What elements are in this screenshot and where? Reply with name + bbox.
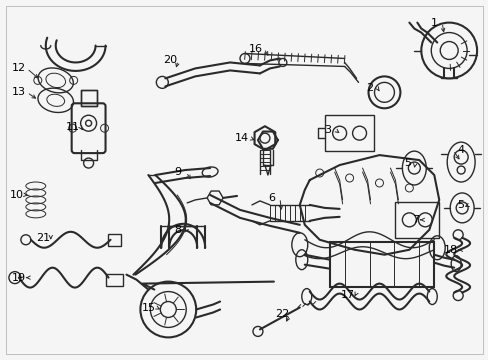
Text: 12: 12 — [12, 63, 26, 73]
Text: 21: 21 — [36, 233, 50, 243]
Text: 9: 9 — [174, 167, 182, 177]
Text: 10: 10 — [10, 190, 24, 200]
Text: 19: 19 — [12, 273, 26, 283]
Text: 8: 8 — [174, 225, 182, 235]
Text: 15: 15 — [141, 302, 155, 312]
Text: 16: 16 — [248, 44, 263, 54]
Text: 3: 3 — [324, 125, 330, 135]
Text: 5: 5 — [457, 200, 464, 210]
Bar — [81, 90, 96, 106]
Text: 22: 22 — [274, 310, 288, 319]
Text: 18: 18 — [443, 245, 457, 255]
Text: 6: 6 — [268, 193, 275, 203]
Bar — [105, 274, 123, 285]
Text: 14: 14 — [234, 133, 248, 143]
Bar — [107, 234, 121, 246]
Bar — [324, 115, 374, 151]
Bar — [395, 202, 438, 238]
Text: 4: 4 — [457, 145, 464, 155]
Text: 7: 7 — [411, 215, 418, 225]
Text: 20: 20 — [163, 55, 177, 66]
Bar — [329, 242, 433, 287]
Text: 13: 13 — [12, 87, 26, 97]
Text: 1: 1 — [430, 18, 437, 28]
Text: 11: 11 — [65, 122, 80, 132]
Text: 5: 5 — [403, 158, 410, 168]
Text: 17: 17 — [340, 289, 354, 300]
Text: 2: 2 — [365, 84, 372, 93]
